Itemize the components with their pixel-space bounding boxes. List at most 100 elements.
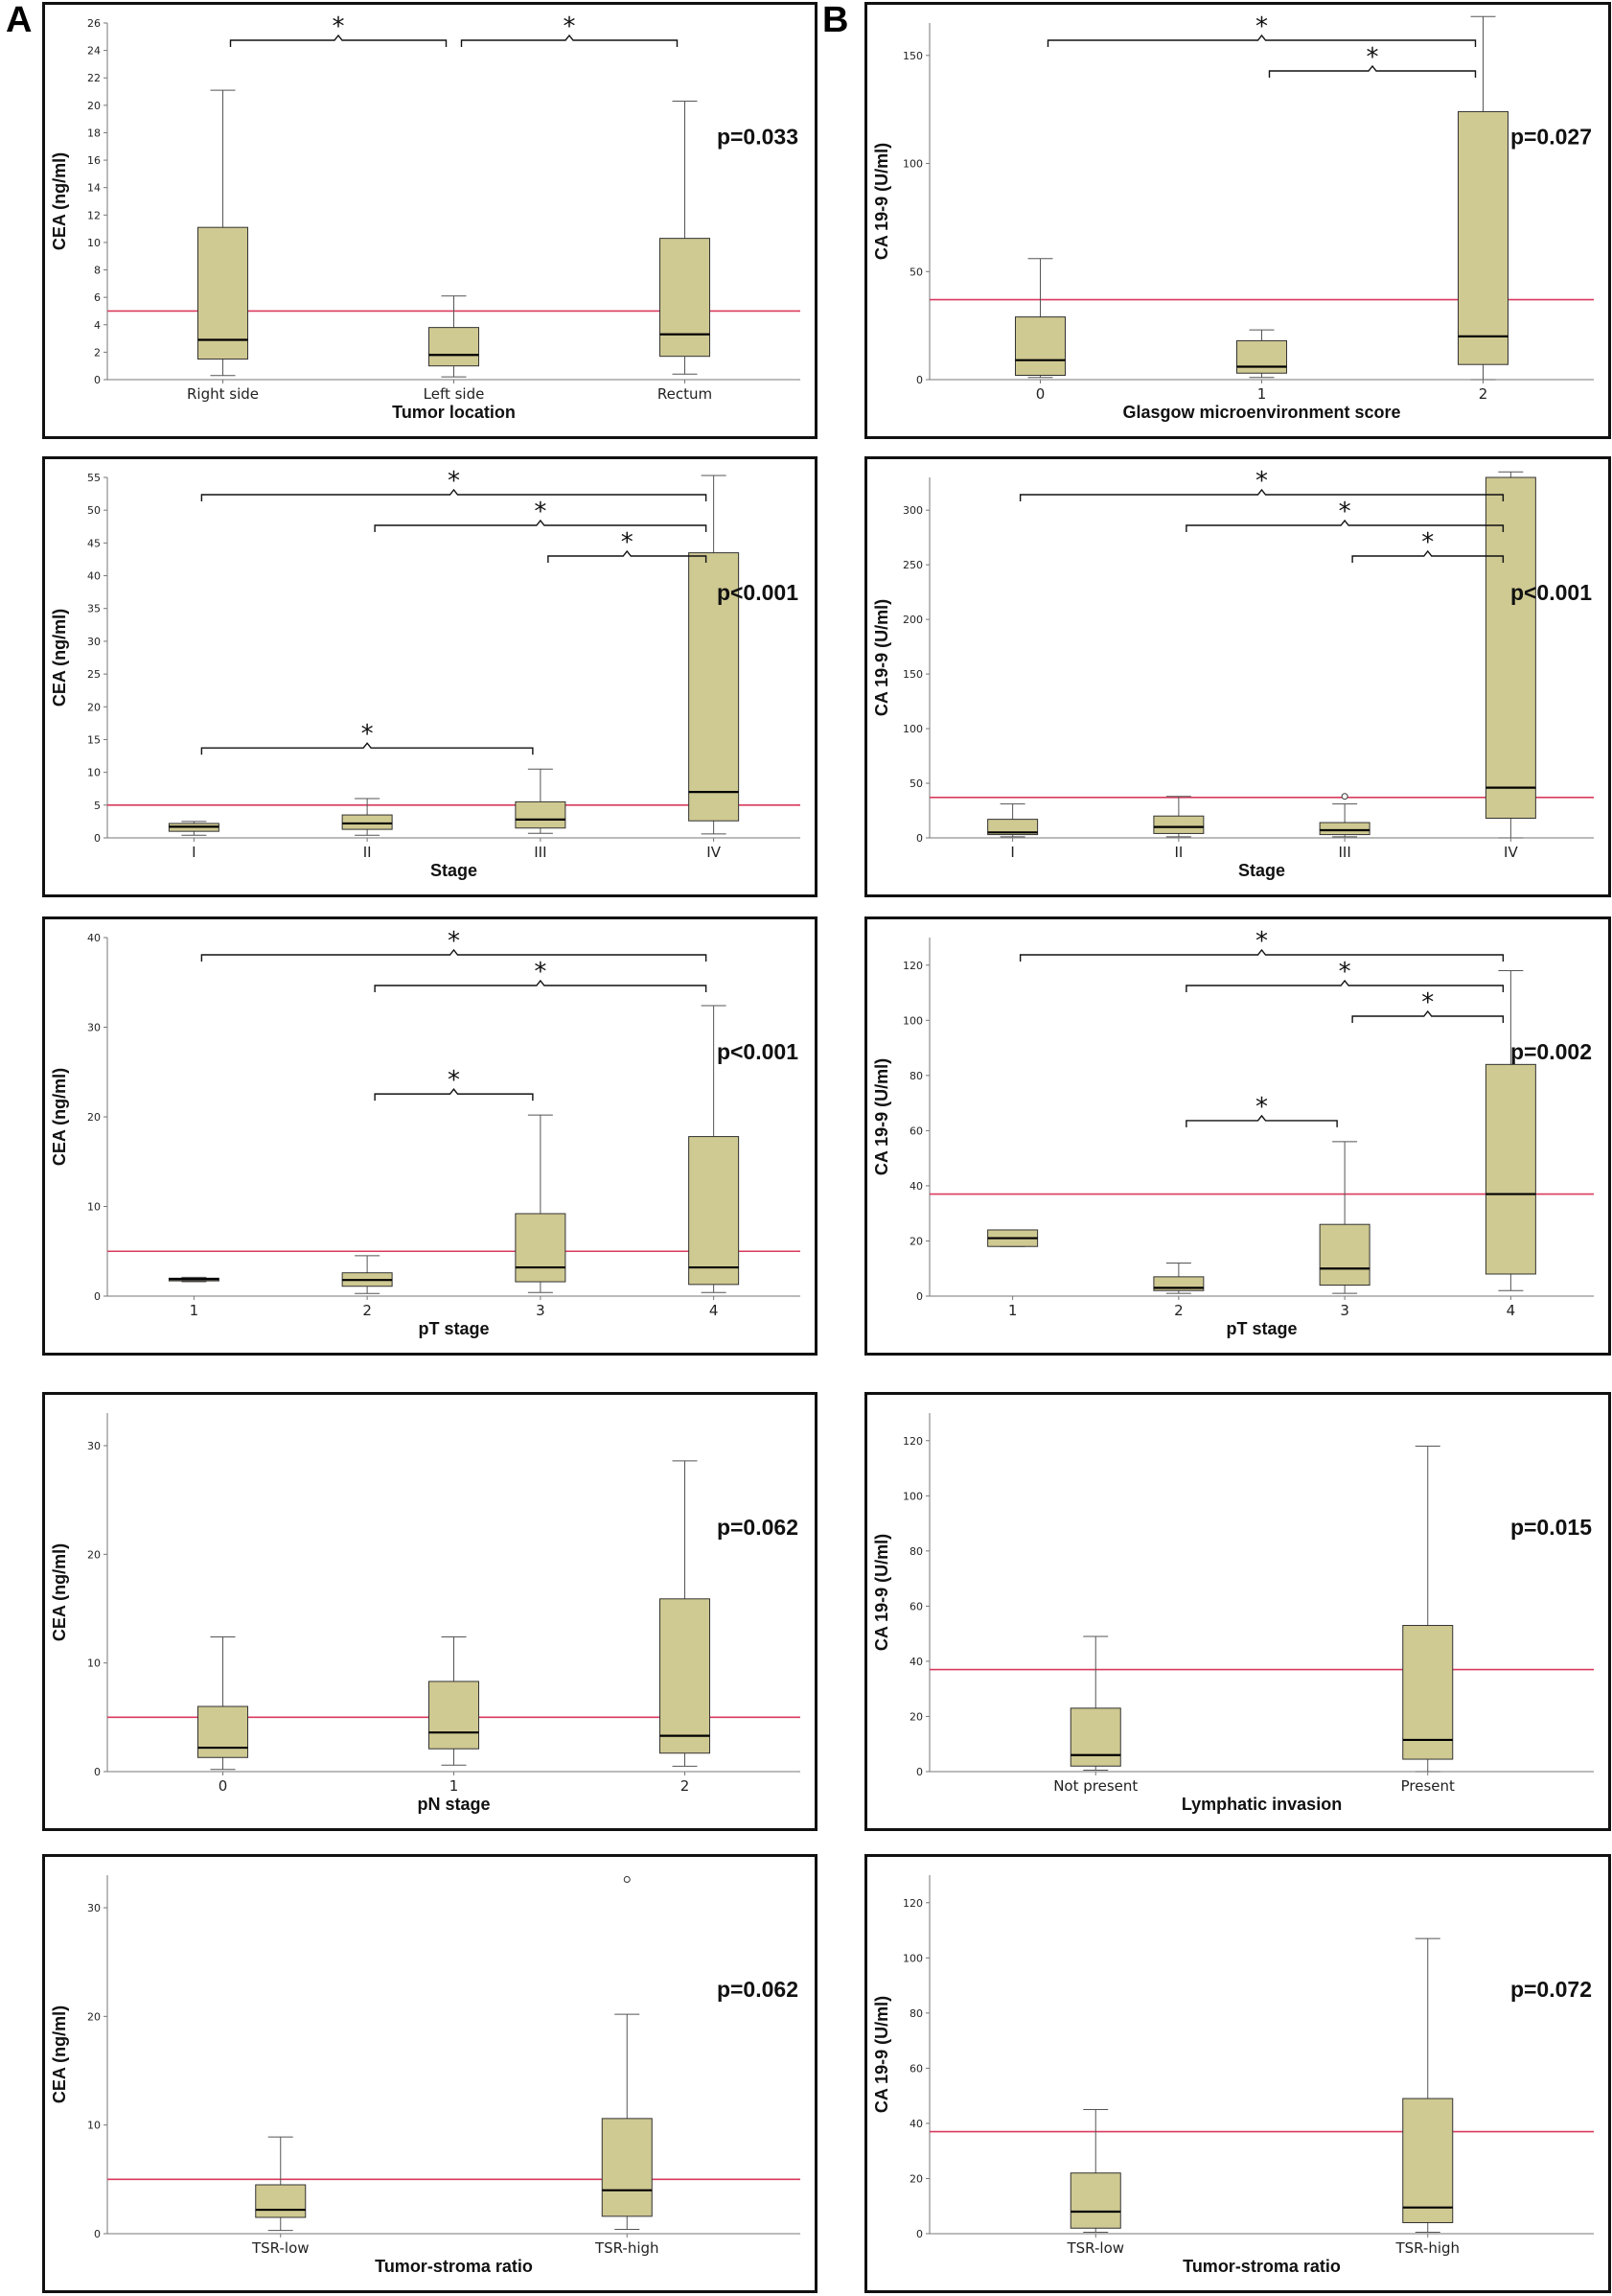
p-value: p<0.001 xyxy=(717,580,798,605)
significance-bracket xyxy=(1019,488,1505,501)
box-0 xyxy=(255,2184,307,2218)
y-tick-label: 25 xyxy=(87,668,101,681)
significance-bracket xyxy=(374,979,707,992)
y-tick-label: 55 xyxy=(87,472,101,484)
y-tick-label: 30 xyxy=(87,1902,101,1914)
y-tick-label: 22 xyxy=(87,72,101,84)
y-tick-label: 100 xyxy=(903,1014,923,1027)
y-tick-label: 20 xyxy=(87,1548,101,1561)
category-label: I xyxy=(1010,844,1014,861)
panel-b3: 0 20 40 60 80 100 120 1 2 3 4 * * * * p=0.002 pT stage CA… xyxy=(864,916,1611,1356)
box-2 xyxy=(1319,822,1370,836)
y-tick-label: 250 xyxy=(903,559,923,571)
y-axis-label: CA 19-9 (U/ml) xyxy=(872,599,891,716)
y-tick-label: 40 xyxy=(910,1656,923,1668)
y-tick-label: 20 xyxy=(87,701,101,713)
y-tick-label: 8 xyxy=(94,265,101,277)
significance-star: * xyxy=(361,720,374,749)
significance-bracket xyxy=(1186,979,1505,992)
significance-star: * xyxy=(1255,1093,1268,1122)
panel-frame xyxy=(42,916,818,1356)
significance-star: * xyxy=(1255,12,1268,41)
significance-star: * xyxy=(333,12,345,41)
y-axis-label: CA 19-9 (U/ml) xyxy=(872,1058,891,1175)
y-tick-label: 60 xyxy=(910,1125,923,1137)
y-axis-label: CEA (ng/ml) xyxy=(50,1543,69,1641)
y-tick-label: 50 xyxy=(87,504,101,517)
y-tick-label: 5 xyxy=(94,800,101,812)
y-axis-label: CA 19-9 (U/ml) xyxy=(872,1996,891,2113)
y-tick-label: 20 xyxy=(910,1235,923,1247)
significance-bracket xyxy=(1351,549,1505,563)
y-tick-label: 0 xyxy=(916,1290,923,1303)
panel-frame xyxy=(42,456,818,897)
category-label: 2 xyxy=(1479,385,1488,403)
box-1 xyxy=(1402,1625,1454,1760)
category-label: IV xyxy=(1504,844,1518,861)
category-label: Not present xyxy=(1053,1777,1138,1795)
category-label: TSR-high xyxy=(1394,2239,1460,2257)
y-tick-label: 60 xyxy=(910,1600,923,1612)
significance-bracket xyxy=(460,34,679,47)
box-0 xyxy=(1070,2172,1121,2229)
y-tick-label: 0 xyxy=(916,1766,923,1778)
x-axis-label: Stage xyxy=(430,861,477,880)
y-tick-label: 15 xyxy=(87,733,101,746)
category-label: 1 xyxy=(449,1777,459,1795)
category-label: Rectum xyxy=(657,385,712,403)
y-tick-label: 10 xyxy=(87,767,101,779)
significance-star: * xyxy=(448,1066,460,1095)
significance-star: * xyxy=(534,498,546,526)
category-label: III xyxy=(1338,844,1350,861)
p-value: p=0.072 xyxy=(1510,1977,1592,2002)
x-axis-label: pT stage xyxy=(418,1319,489,1338)
category-label: 2 xyxy=(1174,1302,1184,1319)
y-tick-label: 100 xyxy=(903,1490,923,1502)
category-label: Present xyxy=(1401,1777,1455,1795)
p-value: p=0.015 xyxy=(1510,1515,1592,1540)
significance-star: * xyxy=(1255,927,1268,956)
y-tick-label: 24 xyxy=(87,45,101,58)
significance-bracket xyxy=(547,549,707,563)
y-tick-label: 10 xyxy=(87,1658,101,1670)
y-tick-label: 40 xyxy=(910,1180,923,1193)
box-2 xyxy=(659,1598,710,1754)
y-tick-label: 30 xyxy=(87,1022,101,1034)
figure-label-b: B xyxy=(822,0,849,40)
category-label: 4 xyxy=(1507,1302,1516,1319)
y-tick-label: 35 xyxy=(87,603,101,615)
panel-frame xyxy=(864,456,1611,897)
significance-star: * xyxy=(1421,528,1434,557)
category-label: TSR-low xyxy=(1066,2239,1124,2257)
panel-frame xyxy=(42,1854,818,2293)
y-tick-label: 0 xyxy=(94,1766,101,1778)
y-tick-label: 18 xyxy=(87,127,101,139)
y-tick-label: 80 xyxy=(910,1545,923,1558)
y-tick-label: 30 xyxy=(87,1440,101,1452)
x-axis-label: Tumor-stroma ratio xyxy=(1183,2257,1341,2276)
y-tick-label: 20 xyxy=(87,2010,101,2023)
y-axis-label: CEA (ng/ml) xyxy=(50,609,69,707)
y-tick-label: 60 xyxy=(910,2062,923,2075)
y-tick-label: 4 xyxy=(94,319,101,332)
y-tick-label: 12 xyxy=(87,209,101,221)
p-value: p<0.001 xyxy=(1510,580,1592,605)
y-tick-label: 0 xyxy=(94,1290,101,1303)
x-axis-label: Glasgow microenvironment score xyxy=(1122,403,1400,422)
box-3 xyxy=(1485,1063,1536,1275)
y-tick-label: 200 xyxy=(903,614,923,626)
y-tick-label: 30 xyxy=(87,636,101,648)
y-tick-label: 100 xyxy=(903,723,923,735)
y-tick-label: 120 xyxy=(903,1435,923,1448)
p-value: p<0.001 xyxy=(717,1039,798,1064)
category-label: Right side xyxy=(187,385,259,403)
y-tick-label: 150 xyxy=(903,50,923,62)
y-tick-label: 45 xyxy=(87,537,101,549)
category-label: TSR-high xyxy=(594,2239,659,2257)
panel-frame xyxy=(864,2,1611,439)
y-tick-label: 10 xyxy=(87,2120,101,2132)
box-2 xyxy=(659,238,710,358)
category-label: IV xyxy=(706,844,721,861)
y-tick-label: 0 xyxy=(916,374,923,386)
